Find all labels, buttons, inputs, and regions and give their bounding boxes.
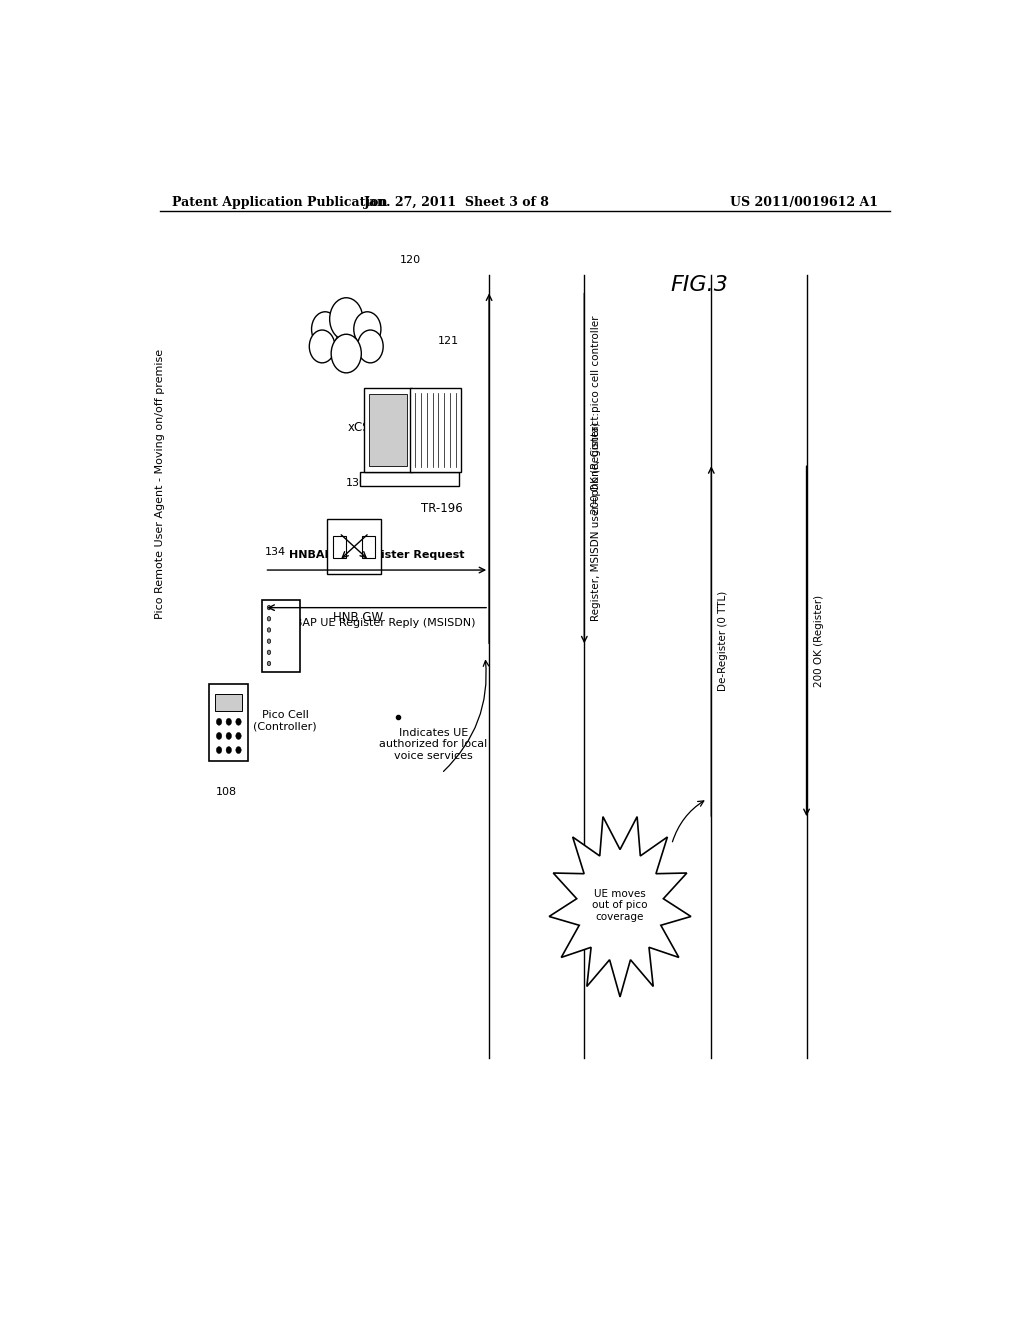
Circle shape: [330, 298, 362, 341]
Circle shape: [216, 733, 222, 739]
Text: 121: 121: [437, 337, 459, 346]
FancyBboxPatch shape: [369, 395, 407, 466]
Circle shape: [236, 733, 242, 739]
Text: UE moves
out of pico
coverage: UE moves out of pico coverage: [592, 888, 648, 923]
Circle shape: [267, 628, 270, 632]
Text: xCSCF: xCSCF: [347, 421, 385, 434]
Text: Jan. 27, 2011  Sheet 3 of 8: Jan. 27, 2011 Sheet 3 of 8: [365, 195, 550, 209]
Circle shape: [226, 747, 231, 754]
Text: HNBAP UE Register Request: HNBAP UE Register Request: [289, 550, 465, 560]
Circle shape: [226, 718, 231, 725]
FancyBboxPatch shape: [215, 694, 243, 711]
Text: 130: 130: [346, 478, 368, 487]
FancyBboxPatch shape: [410, 388, 461, 473]
Text: 134: 134: [265, 546, 287, 557]
Circle shape: [267, 606, 270, 610]
FancyBboxPatch shape: [362, 536, 376, 557]
Text: FIG.3: FIG.3: [671, 276, 728, 296]
FancyBboxPatch shape: [333, 536, 346, 557]
Circle shape: [357, 330, 383, 363]
Text: 108: 108: [216, 787, 237, 796]
Text: Pico Remote User Agent - Moving on/off premise: Pico Remote User Agent - Moving on/off p…: [155, 348, 165, 619]
Circle shape: [216, 718, 222, 725]
Circle shape: [236, 747, 242, 754]
Text: Patent Application Publication: Patent Application Publication: [172, 195, 387, 209]
Text: 200 OK (Register): 200 OK (Register): [814, 595, 823, 688]
FancyBboxPatch shape: [209, 684, 248, 762]
Text: HNB GW: HNB GW: [333, 611, 383, 623]
Polygon shape: [549, 817, 691, 997]
Text: US 2011/0019612 A1: US 2011/0019612 A1: [730, 195, 878, 209]
Circle shape: [267, 661, 270, 665]
Text: 120: 120: [399, 255, 421, 265]
Circle shape: [267, 639, 270, 643]
Text: TR-196: TR-196: [421, 502, 463, 515]
FancyBboxPatch shape: [262, 599, 300, 672]
Text: HNBAP UE Register Reply (MSISDN): HNBAP UE Register Reply (MSISDN): [279, 618, 475, 628]
Circle shape: [311, 312, 339, 347]
Circle shape: [353, 312, 381, 347]
Circle shape: [331, 334, 361, 372]
Circle shape: [267, 616, 270, 620]
Circle shape: [267, 651, 270, 655]
Circle shape: [226, 733, 231, 739]
FancyBboxPatch shape: [365, 388, 412, 473]
Circle shape: [216, 747, 222, 754]
Text: 200 OK (Register): 200 OK (Register): [592, 422, 601, 515]
Text: Register, MSISDN user=phone, Contact:pico cell controller: Register, MSISDN user=phone, Contact:pic…: [591, 315, 601, 622]
Circle shape: [309, 330, 335, 363]
Circle shape: [236, 718, 242, 725]
Text: Pico Cell
(Controller): Pico Cell (Controller): [253, 710, 317, 731]
FancyBboxPatch shape: [360, 473, 460, 486]
Text: De-Register (0 TTL): De-Register (0 TTL): [718, 591, 728, 692]
Text: Indicates UE
authorized for local
voice services: Indicates UE authorized for local voice …: [380, 727, 487, 760]
FancyBboxPatch shape: [328, 519, 381, 574]
